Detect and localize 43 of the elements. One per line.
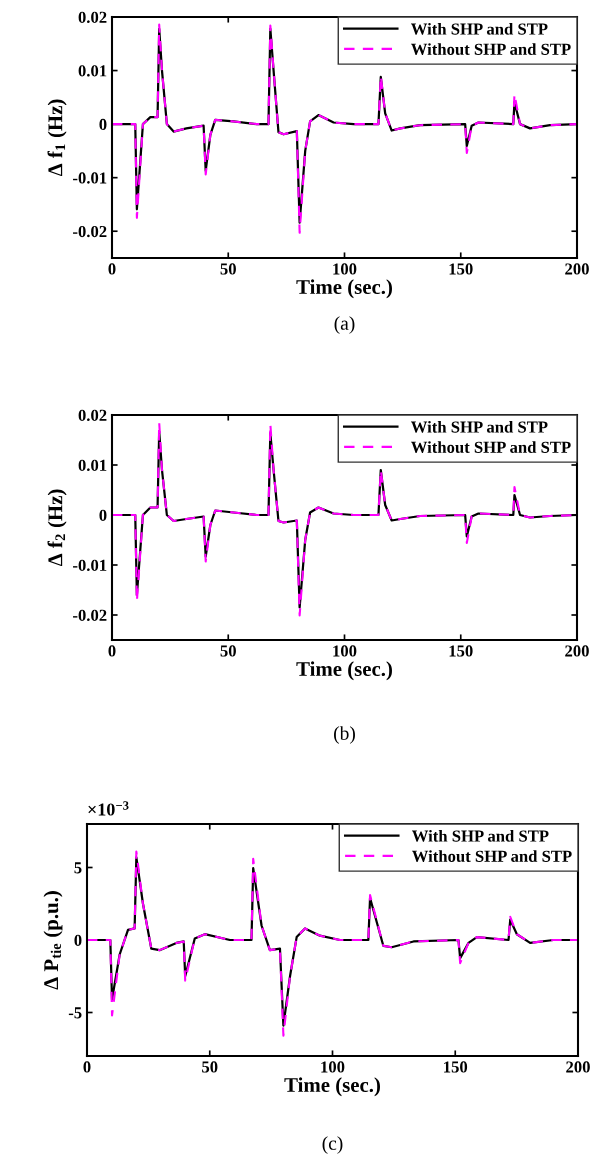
text: ×10$^{−3}$ <box>88 801 129 816</box>
y-tick-label: -0.01 <box>73 559 107 572</box>
y-tick-label: 5 <box>74 862 82 874</box>
y-axis-title: Δ f$_{2}$ (Hz) <box>47 489 67 567</box>
y-tick-label: -0.02 <box>73 609 107 622</box>
legend-label: Without SHP and STP <box>411 43 571 55</box>
y-tick-label: 0.02 <box>78 409 107 422</box>
x-tick-label: 200 <box>565 645 589 657</box>
x-tick-label: 50 <box>202 1061 218 1073</box>
x-tick-label: 150 <box>449 645 473 657</box>
x-tick-label: 200 <box>565 263 589 275</box>
x-axis-title: Time (sec.) <box>296 661 392 681</box>
legend-label: Without SHP and STP <box>411 441 571 453</box>
text: (c) <box>322 1136 343 1154</box>
y-tick-label: 0.01 <box>78 65 107 77</box>
legend-label: With SHP and STP <box>411 420 548 433</box>
x-tick-label: 150 <box>444 1061 468 1073</box>
text: (a) <box>334 316 355 334</box>
x-tick-label: 100 <box>333 645 357 657</box>
y-axis-title: Δ f$_{1}$ (Hz) <box>47 99 67 177</box>
y-tick-label: -0.01 <box>73 172 107 184</box>
x-tick-label: 0 <box>108 263 116 275</box>
x-tick-label: 100 <box>333 263 357 275</box>
x-axis-title: Time (sec.) <box>296 279 392 299</box>
x-tick-label: 50 <box>220 263 236 275</box>
x-tick-label: 150 <box>449 263 473 275</box>
y-tick-label: 0 <box>74 934 82 946</box>
legend-label: With SHP and STP <box>412 829 549 842</box>
legend-label: Without SHP and STP <box>412 850 572 862</box>
text: (b) <box>334 726 355 744</box>
x-tick-label: 100 <box>321 1061 345 1073</box>
y-tick-label: 0.02 <box>78 11 107 24</box>
y-tick-label: 0.01 <box>78 459 107 472</box>
y-tick-label: -0.02 <box>73 225 107 238</box>
x-tick-label: 0 <box>108 645 116 657</box>
y-tick-label: 0 <box>99 509 107 521</box>
y-axis-title: Δ P$_{tie}$ (p.u.) <box>43 891 63 990</box>
y-tick-label: -5 <box>68 1007 82 1019</box>
x-tick-label: 200 <box>566 1061 590 1073</box>
x-axis-title: Time (sec.) <box>284 1077 380 1097</box>
legend-label: With SHP and STP <box>411 22 548 35</box>
x-tick-label: 50 <box>220 645 236 657</box>
y-tick-label: 0 <box>99 118 107 131</box>
